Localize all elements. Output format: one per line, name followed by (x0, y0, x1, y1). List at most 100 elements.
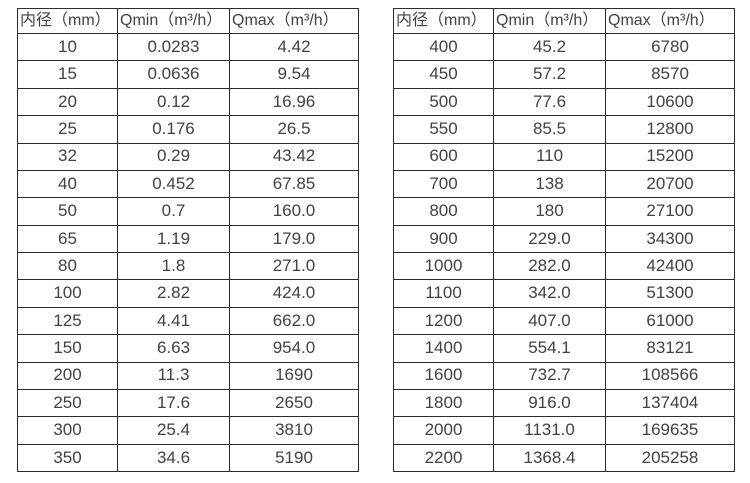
table-cell: 3810 (229, 416, 359, 445)
table-cell: 342.0 (493, 279, 606, 308)
table-cell: 350 (17, 443, 118, 473)
table-cell: 554.1 (493, 334, 606, 363)
table-row: 1400 554.1 83121 (393, 334, 735, 363)
col-header-qmin: Qmin（m³/h） (493, 8, 606, 34)
table-cell: 916.0 (493, 388, 606, 418)
table-row: 550 85.5 12800 (393, 115, 735, 144)
table-row: 800 180 27100 (393, 197, 735, 226)
table-cell: 0.29 (117, 142, 230, 171)
table-cell: 800 (393, 197, 494, 226)
table-cell: 12800 (605, 115, 735, 144)
table-cell: 954.0 (229, 334, 359, 363)
table-cell: 662.0 (229, 306, 359, 336)
table-row: 1100 342.0 51300 (393, 279, 735, 308)
table-row: 100 2.82 424.0 (17, 279, 359, 308)
table-body: 400 45.2 6780 450 57.2 8570 500 77.6 10600 550 85.… (393, 32, 735, 473)
table-cell: 500 (393, 87, 494, 117)
table-cell: 250 (17, 388, 118, 418)
col-header-qmax: Qmax（m³/h） (229, 8, 359, 34)
table-row: 2200 1368.4 205258 (393, 443, 735, 473)
table-cell: 4.42 (229, 32, 359, 62)
table-cell: 1368.4 (493, 443, 606, 473)
table-row: 900 229.0 34300 (393, 224, 735, 254)
table-row: 1800 916.0 137404 (393, 388, 735, 418)
table-cell: 550 (393, 115, 494, 144)
table-cell: 16.96 (229, 87, 359, 117)
table-cell: 61000 (605, 306, 735, 336)
col-header-inner-diameter: 内径（mm） (17, 8, 118, 34)
table-cell: 125 (17, 306, 118, 336)
table-row: 1000 282.0 42400 (393, 251, 735, 281)
table-row: 250 17.6 2650 (17, 388, 359, 418)
table-cell: 1800 (393, 388, 494, 418)
table-cell: 83121 (605, 334, 735, 363)
table-cell: 160.0 (229, 197, 359, 226)
table-cell: 26.5 (229, 115, 359, 144)
table-row: 32 0.29 43.42 (17, 142, 359, 171)
table-cell: 15 (17, 60, 118, 89)
table-row: 1200 407.0 61000 (393, 306, 735, 336)
table-cell: 407.0 (493, 306, 606, 336)
table-cell: 450 (393, 60, 494, 89)
table-cell: 43.42 (229, 142, 359, 171)
col-header-qmax: Qmax（m³/h） (605, 8, 735, 34)
table-cell: 27100 (605, 197, 735, 226)
flow-table-large-diameters: 内径（mm） Qmin（m³/h） Qmax（m³/h） 400 45.2 6780… (393, 8, 735, 473)
table-row: 700 138 20700 (393, 169, 735, 199)
table-cell: 15200 (605, 142, 735, 171)
table-row: 80 1.8 271.0 (17, 251, 359, 281)
col-header-qmin: Qmin（m³/h） (117, 8, 230, 34)
table-cell: 1.19 (117, 224, 230, 254)
table-header-row: 内径（mm） Qmin（m³/h） Qmax（m³/h） (393, 8, 735, 34)
table-body: 10 0.0283 4.42 15 0.0636 9.54 20 0.12 16.96 25 0.1… (17, 32, 359, 473)
table-row: 65 1.19 179.0 (17, 224, 359, 254)
table-cell: 1400 (393, 334, 494, 363)
table-header-row: 内径（mm） Qmin（m³/h） Qmax（m³/h） (17, 8, 359, 34)
table-cell: 900 (393, 224, 494, 254)
table-cell: 77.6 (493, 87, 606, 117)
table-cell: 137404 (605, 388, 735, 418)
table-cell: 0.452 (117, 169, 230, 199)
table-row: 450 57.2 8570 (393, 60, 735, 89)
table-cell: 1.8 (117, 251, 230, 281)
table-cell: 1100 (393, 279, 494, 308)
table-cell: 10 (17, 32, 118, 62)
table-cell: 10600 (605, 87, 735, 117)
table-cell: 300 (17, 416, 118, 445)
table-cell: 57.2 (493, 60, 606, 89)
table-cell: 67.85 (229, 169, 359, 199)
table-row: 40 0.452 67.85 (17, 169, 359, 199)
table-cell: 80 (17, 251, 118, 281)
table-row: 350 34.6 5190 (17, 443, 359, 473)
table-cell: 1200 (393, 306, 494, 336)
table-cell: 6780 (605, 32, 735, 62)
table-cell: 1600 (393, 361, 494, 390)
table-row: 50 0.7 160.0 (17, 197, 359, 226)
table-cell: 179.0 (229, 224, 359, 254)
table-cell: 50 (17, 197, 118, 226)
table-cell: 1000 (393, 251, 494, 281)
table-cell: 20700 (605, 169, 735, 199)
table-cell: 180 (493, 197, 606, 226)
table-cell: 25.4 (117, 416, 230, 445)
table-cell: 42400 (605, 251, 735, 281)
table-row: 1600 732.7 108566 (393, 361, 735, 390)
table-row: 500 77.6 10600 (393, 87, 735, 117)
table-cell: 150 (17, 334, 118, 363)
table-cell: 732.7 (493, 361, 606, 390)
table-cell: 229.0 (493, 224, 606, 254)
table-cell: 40 (17, 169, 118, 199)
col-header-inner-diameter: 内径（mm） (393, 8, 494, 34)
table-cell: 0.7 (117, 197, 230, 226)
table-cell: 34.6 (117, 443, 230, 473)
table-cell: 45.2 (493, 32, 606, 62)
table-cell: 65 (17, 224, 118, 254)
table-cell: 271.0 (229, 251, 359, 281)
table-row: 300 25.4 3810 (17, 416, 359, 445)
table-cell: 100 (17, 279, 118, 308)
table-cell: 51300 (605, 279, 735, 308)
table-cell: 85.5 (493, 115, 606, 144)
table-cell: 0.12 (117, 87, 230, 117)
table-cell: 600 (393, 142, 494, 171)
table-cell: 32 (17, 142, 118, 171)
